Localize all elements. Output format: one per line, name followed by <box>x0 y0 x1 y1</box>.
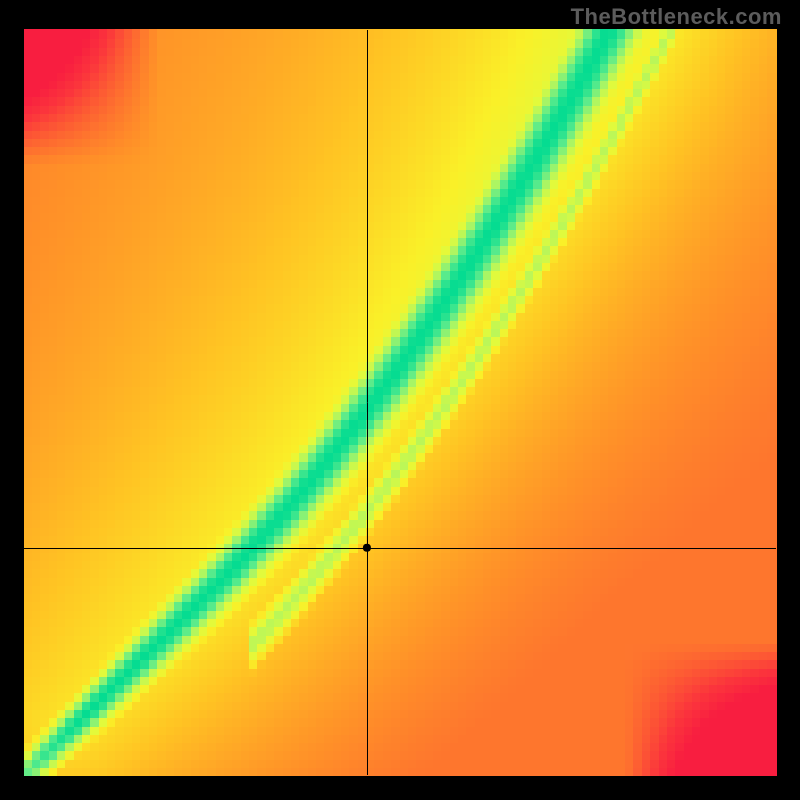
bottleneck-heatmap <box>0 0 800 800</box>
watermark-text: TheBottleneck.com <box>571 4 782 30</box>
